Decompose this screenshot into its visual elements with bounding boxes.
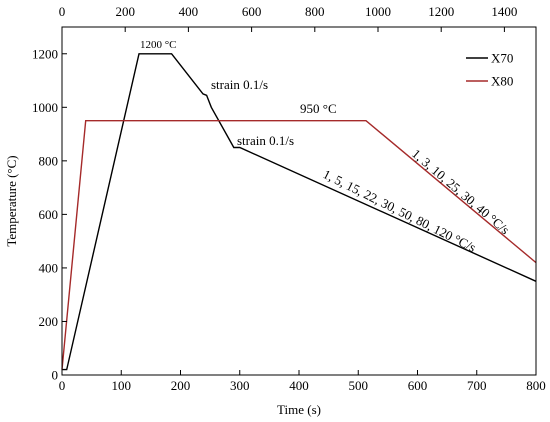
y-tick-label: 400 [39,260,59,275]
x-tick-label: 0 [59,378,66,393]
top-x-tick-label: 600 [242,4,262,19]
strain-upper-label: strain 0.1/s [211,77,268,92]
top-x-tick-label: 200 [115,4,135,19]
x-tick-label: 700 [467,378,487,393]
top-x-tick-label: 1400 [491,4,517,19]
strain-lower-label: strain 0.1/s [237,133,294,148]
top-x-tick-label: 1000 [365,4,391,19]
x-tick-label: 300 [230,378,250,393]
series-layer [61,53,537,371]
top-x-tick-label: 0 [59,4,66,19]
y-tick-label: 600 [39,207,59,222]
x-tick-label: 200 [171,378,191,393]
hold-temp-label: 950 °C [300,101,337,116]
y-tick-label: 1000 [32,100,58,115]
series-line-x70 [62,53,537,371]
legend: X70 X80 [466,51,513,89]
top-x-tick-label: 400 [179,4,199,19]
series-line-x80 [61,119,537,370]
top-x-axis: 0 200 400 600 800 1000 1200 1400 [59,4,517,32]
x-tick-label: 800 [526,378,546,393]
legend-label-x80: X80 [491,74,513,89]
peak-temp-label: 1200 °C [140,39,177,51]
y-axis: 0 200 400 600 800 1000 1200 [32,46,67,383]
y-tick-label: 800 [39,153,59,168]
top-x-tick-label: 1200 [428,4,454,19]
y-tick-label: 0 [52,368,59,383]
y-tick-label: 200 [39,314,59,329]
x-tick-label: 600 [408,378,428,393]
y-axis-title: Temperature (°C) [4,155,19,246]
legend-label-x70: X70 [491,51,513,66]
x-tick-label: 500 [349,378,369,393]
bottom-x-axis: 0 100 200 300 400 500 600 700 800 [59,370,546,393]
x-axis-title: Time (s) [277,402,321,417]
top-x-tick-label: 800 [305,4,325,19]
annotations: 1200 °C strain 0.1/s 950 °C strain 0.1/s… [140,39,513,255]
y-tick-label: 1200 [32,46,58,61]
x-tick-label: 100 [112,378,132,393]
x-tick-label: 400 [289,378,309,393]
